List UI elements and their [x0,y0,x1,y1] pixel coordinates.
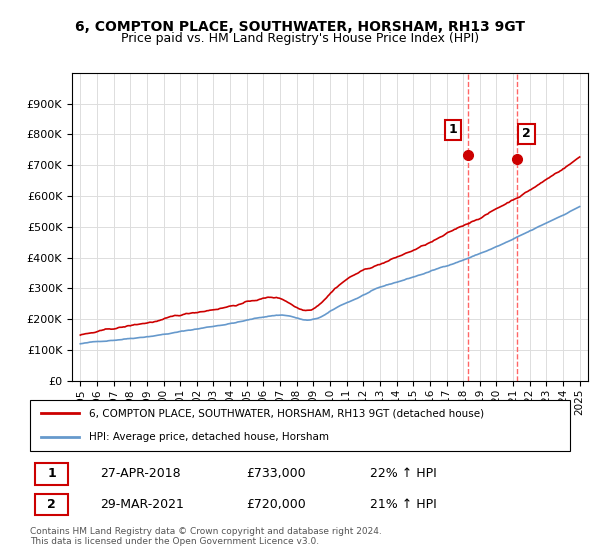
Text: Contains HM Land Registry data © Crown copyright and database right 2024.
This d: Contains HM Land Registry data © Crown c… [30,526,382,546]
Text: 1: 1 [47,468,56,480]
Text: 6, COMPTON PLACE, SOUTHWATER, HORSHAM, RH13 9GT: 6, COMPTON PLACE, SOUTHWATER, HORSHAM, R… [75,20,525,34]
Text: 27-APR-2018: 27-APR-2018 [100,468,181,480]
FancyBboxPatch shape [30,400,570,451]
Text: HPI: Average price, detached house, Horsham: HPI: Average price, detached house, Hors… [89,432,329,442]
FancyBboxPatch shape [35,494,68,515]
Text: Price paid vs. HM Land Registry's House Price Index (HPI): Price paid vs. HM Land Registry's House … [121,32,479,45]
FancyBboxPatch shape [35,463,68,485]
Text: 6, COMPTON PLACE, SOUTHWATER, HORSHAM, RH13 9GT (detached house): 6, COMPTON PLACE, SOUTHWATER, HORSHAM, R… [89,408,485,418]
Text: 1: 1 [449,123,457,137]
Text: £733,000: £733,000 [246,468,305,480]
Text: 2: 2 [522,128,531,141]
Text: 29-MAR-2021: 29-MAR-2021 [100,498,184,511]
Text: 2: 2 [47,498,56,511]
Text: 22% ↑ HPI: 22% ↑ HPI [370,468,437,480]
Text: 21% ↑ HPI: 21% ↑ HPI [370,498,437,511]
Text: £720,000: £720,000 [246,498,306,511]
